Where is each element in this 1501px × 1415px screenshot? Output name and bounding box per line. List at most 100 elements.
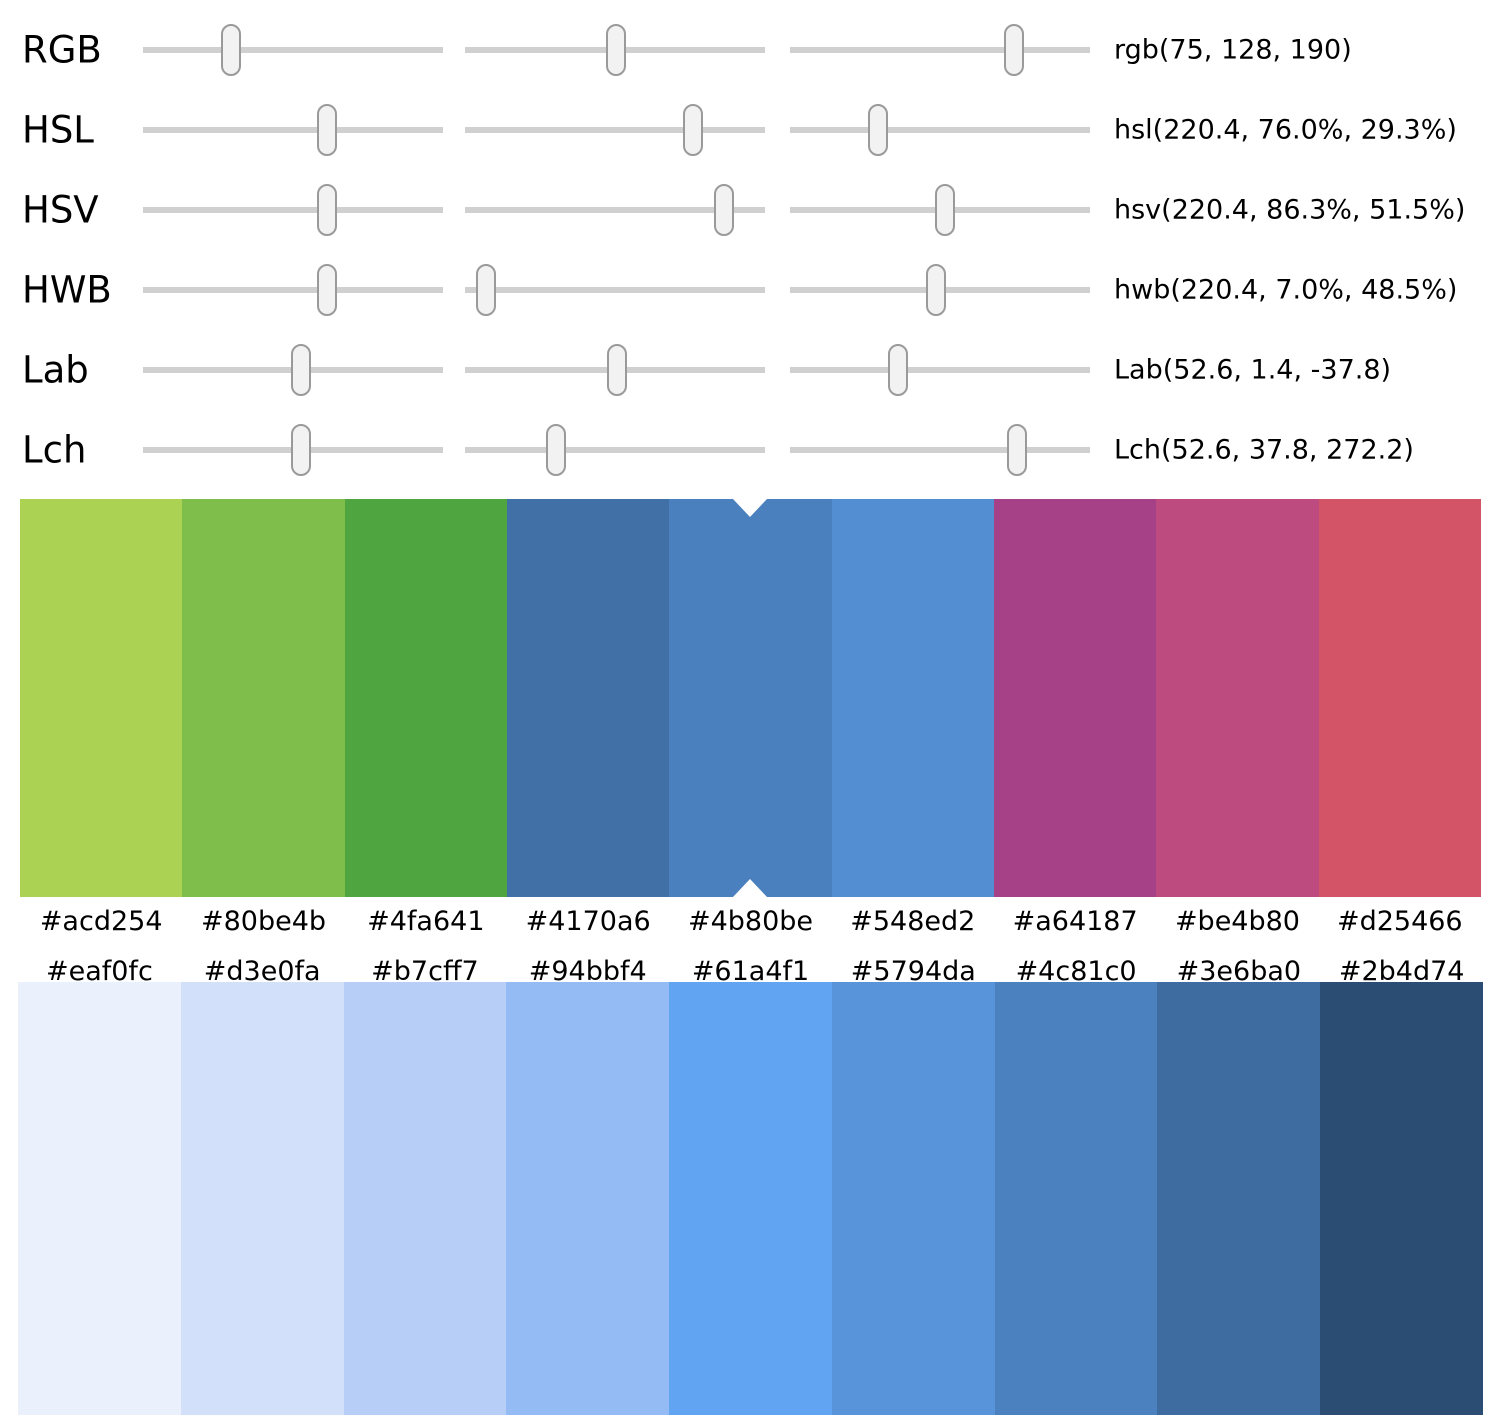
color-swatch[interactable] (182, 499, 345, 897)
slider-thumb[interactable] (316, 184, 337, 236)
slider-hwb-channel-2[interactable] (465, 264, 765, 316)
palette-top-hex-labels: #acd254 #80be4b #4fa641 #4170a6 #4b80be #548e… (20, 900, 1481, 944)
color-swatch[interactable] (669, 982, 832, 1415)
slider-hsl-channel-3[interactable] (790, 104, 1090, 156)
slider-lch-channel-2[interactable] (465, 424, 765, 476)
color-model-slider-section: RGB rgb(75, 128, 190) HSL hsl(220.4, 76.0%,… (0, 0, 1501, 492)
slider-track[interactable] (465, 447, 765, 453)
slider-value-text: hsv(220.4, 86.3%, 51.5%) (1114, 194, 1466, 226)
color-swatch[interactable] (506, 499, 670, 897)
slider-thumb[interactable] (1003, 24, 1024, 76)
swatch-hex-label: #4170a6 (525, 906, 651, 937)
slider-track[interactable] (143, 207, 443, 213)
slider-value-text: hsl(220.4, 76.0%, 29.3%) (1114, 114, 1457, 146)
slider-track[interactable] (143, 127, 443, 133)
swatch-hex-label: #3e6ba0 (1176, 956, 1302, 987)
selected-swatch-marker-top-icon (733, 499, 768, 517)
slider-row-label: HSL (22, 108, 94, 152)
slider-row-label: HSV (22, 188, 99, 232)
slider-value-text: Lab(52.6, 1.4, -37.8) (1114, 354, 1392, 386)
swatch-hex-label: #2b4d74 (1338, 956, 1465, 987)
swatch-hex-label: #94bbf4 (528, 956, 647, 987)
slider-thumb[interactable] (934, 184, 955, 236)
color-swatch[interactable] (344, 499, 507, 897)
slider-track[interactable] (790, 447, 1090, 453)
slider-thumb[interactable] (888, 344, 909, 396)
swatch-hex-label: #be4b80 (1174, 906, 1300, 937)
slider-thumb[interactable] (476, 264, 496, 316)
slider-track[interactable] (790, 367, 1090, 373)
slider-track[interactable] (790, 47, 1090, 53)
slider-thumb[interactable] (290, 344, 311, 396)
slider-thumb[interactable] (713, 184, 734, 236)
slider-row-label: Lch (22, 428, 87, 472)
slider-rgb-channel-2[interactable] (465, 24, 765, 76)
slider-track[interactable] (465, 207, 765, 213)
slider-track[interactable] (465, 127, 765, 133)
slider-thumb[interactable] (290, 424, 311, 476)
slider-hsl-channel-1[interactable] (143, 104, 443, 156)
swatch-hex-label: #d3e0fa (203, 956, 321, 987)
slider-row-lch: Lch Lch(52.6, 37.8, 272.2) (0, 410, 1501, 490)
swatch-hex-label: #5794da (850, 956, 976, 987)
color-swatch[interactable] (343, 982, 507, 1415)
slider-row-label: HWB (22, 268, 112, 312)
swatch-hex-label: #acd254 (39, 906, 163, 937)
slider-hsl-channel-2[interactable] (465, 104, 765, 156)
slider-row-label: RGB (22, 28, 102, 72)
slider-hsv-channel-2[interactable] (465, 184, 765, 236)
color-swatch[interactable] (831, 982, 995, 1415)
selected-swatch-marker-bottom-icon (733, 879, 768, 897)
slider-row-hwb: HWB hwb(220.4, 7.0%, 48.5%) (0, 250, 1501, 330)
color-swatch[interactable] (506, 982, 670, 1415)
slider-thumb[interactable] (221, 24, 242, 76)
swatch-hex-label: #b7cff7 (371, 956, 479, 987)
slider-thumb[interactable] (605, 24, 626, 76)
color-swatch[interactable] (180, 982, 344, 1415)
color-swatch[interactable] (831, 499, 994, 897)
slider-lab-channel-2[interactable] (465, 344, 765, 396)
slider-value-text: hwb(220.4, 7.0%, 48.5%) (1114, 274, 1458, 306)
slider-row-hsl: HSL hsl(220.4, 76.0%, 29.3%) (0, 90, 1501, 170)
slider-lch-channel-3[interactable] (790, 424, 1090, 476)
slider-lab-channel-1[interactable] (143, 344, 443, 396)
color-swatch[interactable] (669, 499, 832, 897)
slider-rgb-channel-3[interactable] (790, 24, 1090, 76)
slider-thumb[interactable] (316, 264, 337, 316)
slider-rgb-channel-1[interactable] (143, 24, 443, 76)
slider-hwb-channel-3[interactable] (790, 264, 1090, 316)
slider-row-rgb: RGB rgb(75, 128, 190) (0, 10, 1501, 90)
slider-value-text: Lch(52.6, 37.8, 272.2) (1114, 434, 1414, 466)
slider-lch-channel-1[interactable] (143, 424, 443, 476)
swatch-hex-label: #eaf0fc (45, 956, 153, 987)
swatch-hex-label: #a64187 (1012, 906, 1138, 937)
swatch-hex-label: #61a4f1 (691, 956, 810, 987)
slider-lab-channel-3[interactable] (790, 344, 1090, 396)
slider-thumb[interactable] (925, 264, 946, 316)
slider-thumb[interactable] (316, 104, 337, 156)
palette-bottom-hex-labels: #eaf0fc #d3e0fa #b7cff7 #94bbf4 #61a4f1 #5794… (18, 950, 1483, 994)
color-swatch[interactable] (993, 499, 1157, 897)
slider-thumb[interactable] (1006, 424, 1027, 476)
color-swatch[interactable] (1318, 499, 1481, 897)
slider-thumb[interactable] (867, 104, 888, 156)
color-swatch[interactable] (20, 499, 183, 897)
slider-thumb[interactable] (545, 424, 566, 476)
slider-thumb[interactable] (607, 344, 628, 396)
color-swatch[interactable] (1157, 982, 1321, 1415)
slider-value-text: rgb(75, 128, 190) (1114, 34, 1352, 66)
slider-thumb[interactable] (683, 104, 703, 156)
slider-hsv-channel-3[interactable] (790, 184, 1090, 236)
slider-track[interactable] (143, 287, 443, 293)
color-swatch[interactable] (994, 982, 1158, 1415)
color-swatch[interactable] (18, 982, 181, 1415)
slider-track[interactable] (790, 127, 1090, 133)
slider-track[interactable] (143, 47, 443, 53)
slider-hwb-channel-1[interactable] (143, 264, 443, 316)
slider-hsv-channel-1[interactable] (143, 184, 443, 236)
swatch-hex-label: #548ed2 (850, 906, 976, 937)
color-swatch[interactable] (1156, 499, 1319, 897)
swatch-hex-label: #4b80be (687, 906, 813, 937)
color-swatch[interactable] (1320, 982, 1484, 1415)
slider-track[interactable] (465, 287, 765, 293)
